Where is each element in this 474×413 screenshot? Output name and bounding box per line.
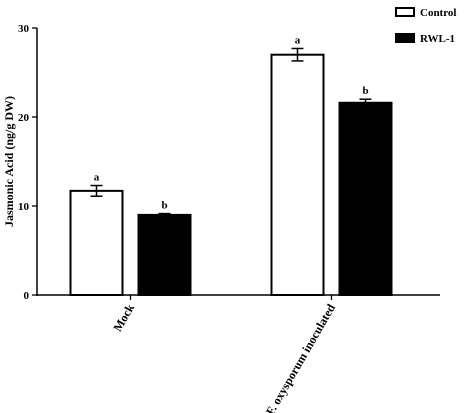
significance-letter: a bbox=[94, 172, 100, 184]
legend: Control RWL-1 bbox=[395, 7, 456, 45]
legend-swatch-control bbox=[395, 7, 415, 17]
bar-control-0 bbox=[69, 189, 124, 296]
x-tick-label: Mock bbox=[110, 301, 137, 334]
bar-control-1 bbox=[270, 53, 325, 297]
x-tick-label: F. oxysporum inoculated bbox=[263, 301, 338, 413]
significance-letter: a bbox=[295, 34, 301, 46]
significance-letter: b bbox=[161, 200, 167, 212]
bar-rwl-1-0 bbox=[137, 213, 192, 296]
significance-letter: b bbox=[362, 85, 368, 97]
y-tick-label: 0 bbox=[24, 290, 30, 302]
y-tick-label: 20 bbox=[18, 112, 30, 124]
legend-label-control: Control bbox=[420, 7, 456, 19]
y-tick-label: 10 bbox=[18, 201, 30, 213]
bars bbox=[69, 47, 393, 297]
y-axis-label: Jasmonic Acid (ng/g DW) bbox=[2, 96, 16, 227]
y-tick-label: 30 bbox=[18, 23, 30, 35]
legend-swatch-rwl-1 bbox=[395, 33, 415, 43]
legend-label-rwl-1: RWL-1 bbox=[420, 33, 455, 45]
bar-rwl-1-1 bbox=[338, 101, 393, 297]
